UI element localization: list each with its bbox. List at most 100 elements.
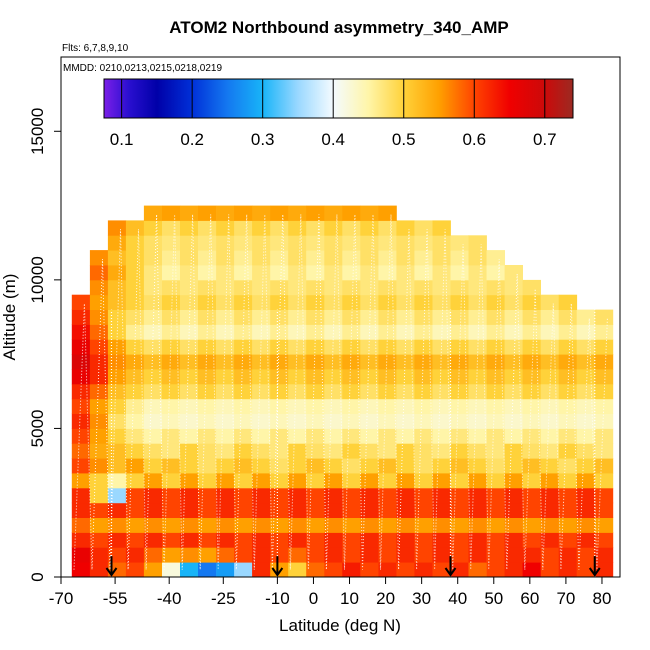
colorbar-tick-label: 0.6 [462, 130, 486, 149]
heatmap-cell [378, 383, 397, 400]
heatmap-cell [522, 547, 541, 563]
heatmap-cell [504, 473, 523, 489]
heatmap-cell [89, 279, 109, 296]
heatmap-cell [180, 458, 199, 474]
heatmap-cell [198, 562, 217, 578]
heatmap-cell [107, 235, 127, 251]
heatmap-cell [234, 487, 253, 504]
heatmap-cell [306, 205, 325, 221]
heatmap-cell [576, 428, 596, 444]
heatmap-cell [468, 309, 487, 325]
heatmap-cell [143, 398, 163, 414]
heatmap-cell [288, 547, 307, 563]
heatmap-cell [270, 369, 289, 385]
heatmap-cell [378, 398, 397, 414]
heatmap-cell [432, 235, 451, 251]
heatmap-cell [360, 294, 379, 310]
heatmap-cell [198, 532, 217, 548]
heatmap-cell [522, 398, 541, 414]
heatmap-cell [558, 562, 578, 578]
heatmap-cell [360, 473, 379, 489]
heatmap-cell [125, 398, 145, 414]
heatmap-cell [504, 517, 523, 533]
heatmap-cell [324, 443, 343, 459]
y-axis: 0 5000 10000 15000 [28, 108, 61, 582]
heatmap-cell [576, 532, 596, 548]
heatmap-cell [270, 502, 289, 518]
heatmap-cell [71, 458, 91, 474]
heatmap-cell [360, 265, 379, 281]
heatmap-cell [342, 398, 361, 414]
heatmap-cell [162, 562, 181, 578]
heatmap-cell [107, 443, 127, 459]
heatmap-cell [468, 562, 487, 578]
heatmap-cell [107, 279, 127, 296]
heatmap-cell [324, 517, 343, 533]
heatmap-cell [234, 339, 253, 355]
heatmap-cell [378, 517, 397, 533]
heatmap-cell [468, 473, 487, 489]
heatmap-cell [486, 413, 505, 429]
heatmap-cell [270, 473, 289, 489]
heatmap-cell [234, 369, 253, 385]
heatmap-cell [540, 532, 560, 548]
heatmap-cell [270, 517, 289, 533]
heatmap-cell [324, 354, 343, 370]
heatmap-cell [216, 562, 235, 578]
heatmap-cell [143, 265, 163, 281]
heatmap-cell [432, 428, 451, 444]
heatmap-cell [216, 458, 235, 474]
heatmap-cell [234, 279, 253, 296]
heatmap-cell [180, 487, 199, 504]
heatmap-cell [558, 369, 578, 385]
heatmap-cell [216, 339, 235, 355]
heatmap-cell [576, 324, 596, 340]
heatmap-cell [504, 279, 523, 296]
x-tick-label: 10 [340, 589, 359, 608]
heatmap-cell [378, 532, 397, 548]
heatmap-cell [486, 517, 505, 533]
heatmap-cell [360, 562, 379, 578]
heatmap-cell [143, 369, 163, 385]
heatmap-cell [234, 324, 253, 340]
heatmap-cell [576, 309, 596, 325]
heatmap-cell [468, 354, 487, 370]
heatmap-cell [324, 562, 343, 578]
heatmap-cell [180, 413, 199, 429]
flight-track [73, 214, 608, 570]
heatmap-cell [162, 250, 181, 266]
heatmap-cell [306, 487, 325, 504]
heatmap-cell [234, 428, 253, 444]
heatmap-cell [396, 354, 415, 370]
heatmap-cell [432, 354, 451, 370]
heatmap-cell [342, 562, 361, 578]
heatmap-cell [396, 279, 415, 296]
heatmap-cell [522, 532, 541, 548]
heatmap-cell [125, 517, 145, 533]
x-tick-label: 0 [309, 589, 318, 608]
heatmap-cell [504, 443, 523, 459]
heatmap-cell [504, 413, 523, 429]
heatmap-cell [198, 547, 217, 563]
heatmap-cell [252, 443, 271, 459]
heatmap-cell [252, 324, 271, 340]
heatmap-cell [306, 517, 325, 533]
heatmap-cell [216, 517, 235, 533]
heatmap-cell [107, 502, 127, 518]
heatmap-cell [504, 562, 523, 578]
heatmap-cell [540, 562, 560, 578]
heatmap-cell [89, 517, 109, 533]
heatmap-cell [576, 443, 596, 459]
heatmap-cell [468, 369, 487, 385]
heatmap-cell [252, 413, 271, 429]
heatmap-cell [180, 532, 199, 548]
heatmap-cell [342, 339, 361, 355]
heatmap-cell [468, 517, 487, 533]
heatmap-cell [432, 279, 451, 296]
heatmap-cell [162, 458, 181, 474]
heatmap-cell [378, 487, 397, 504]
heatmap-cell [450, 383, 469, 400]
heatmap-cell [324, 473, 343, 489]
heatmap-cell [450, 428, 469, 444]
heatmap-cell [143, 324, 163, 340]
